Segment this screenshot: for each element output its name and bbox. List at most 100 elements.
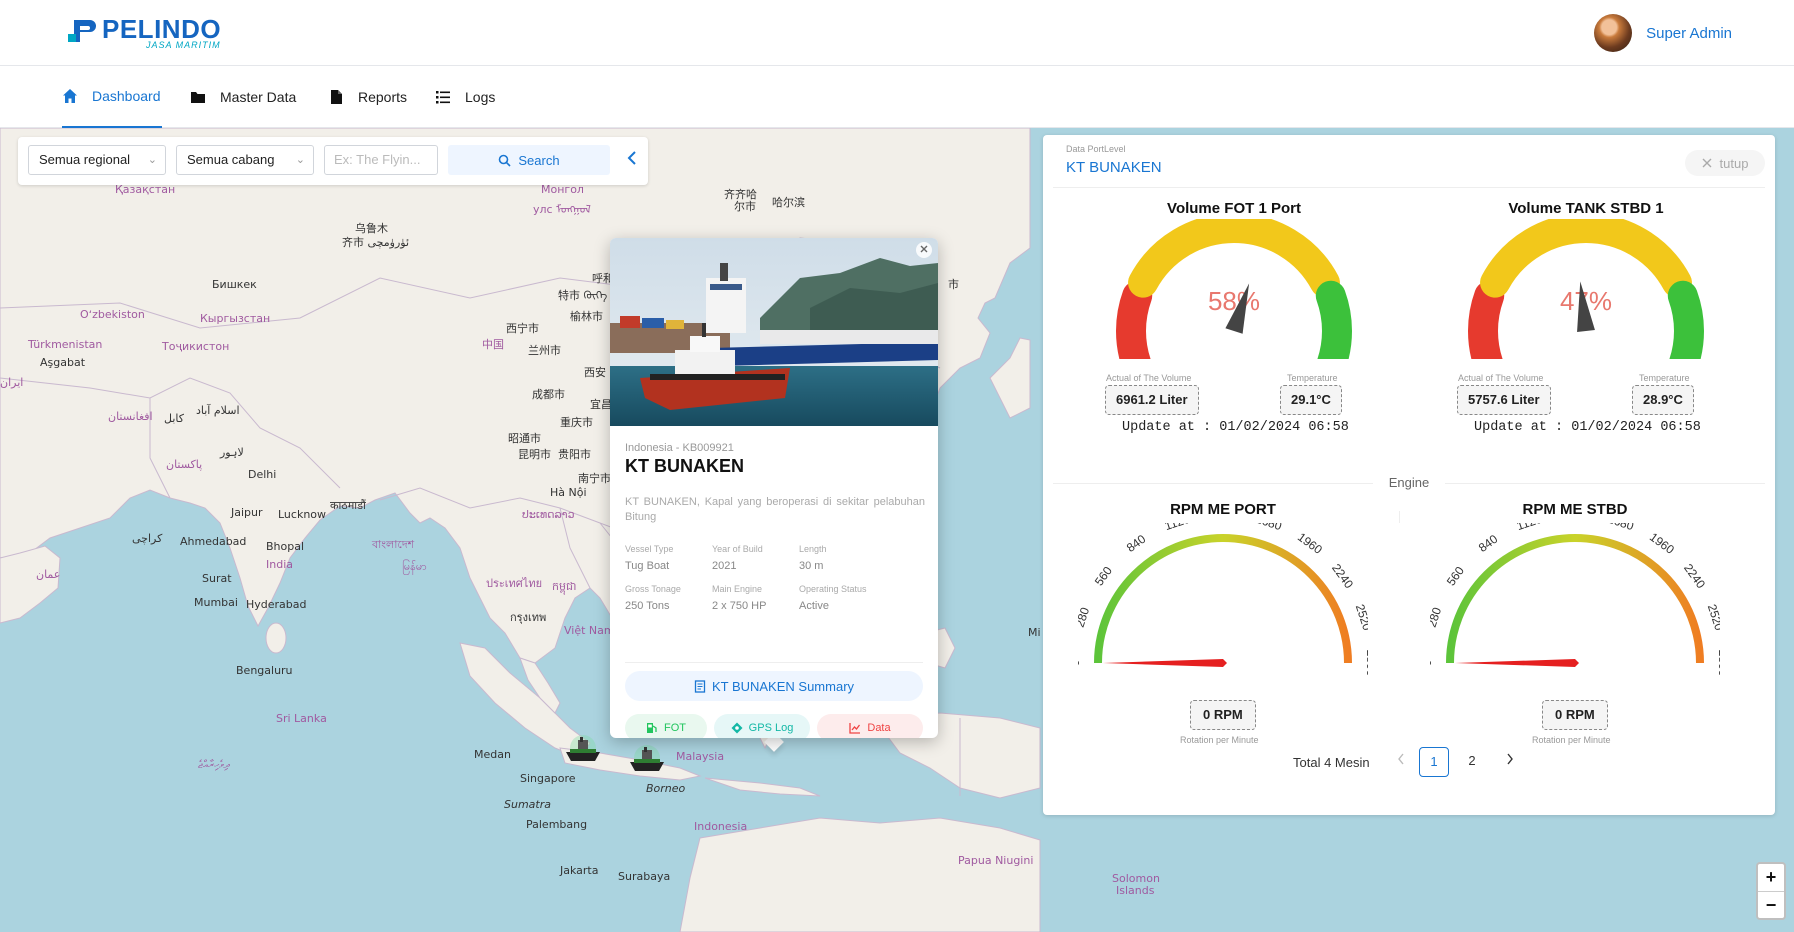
map-label-china: 中国	[482, 338, 504, 351]
engine-total-label: Total 4 Mesin	[1293, 755, 1370, 770]
rpm-tick-label: 1960	[1295, 530, 1325, 557]
gps-icon	[731, 722, 743, 734]
map-label-sumatra: Sumatra	[504, 798, 551, 811]
ship-marker-jakarta[interactable]	[562, 734, 604, 768]
map-label-delhi: Delhi	[248, 468, 277, 481]
spec-key: Main Engine	[712, 584, 763, 594]
regional-select-value: Semua regional	[39, 152, 131, 167]
nav-master-data-label: Master Data	[220, 89, 297, 105]
tank-gauge: 58%	[1116, 219, 1352, 359]
cabang-select[interactable]: Semua cabang ⌄	[176, 145, 314, 175]
temperature-value: 29.1°C	[1280, 385, 1342, 415]
spec-value: 2 x 750 HP	[712, 600, 767, 612]
vessel-summary-button[interactable]: KT BUNAKEN Summary	[625, 671, 923, 701]
close-panel-label: tutup	[1719, 155, 1749, 171]
map-label-urumqi-1: 乌鲁木	[355, 222, 388, 235]
map-label-ashgabat: Aşgabat	[40, 356, 86, 369]
map-label-lucknow: Lucknow	[278, 508, 327, 521]
close-popup-button[interactable]	[916, 242, 932, 258]
map-label-surat: Surat	[202, 572, 232, 585]
volume-value: 6961.2 Liter	[1105, 385, 1199, 415]
map-label-medan: Medan	[474, 748, 511, 761]
engine-section-label: Engine	[1388, 475, 1430, 490]
gps-log-button[interactable]: GPS Log	[714, 714, 810, 738]
nav-reports[interactable]: Reports	[328, 66, 407, 128]
map-label-laos: ປະເທດລາວ	[522, 508, 575, 521]
nav-master-data[interactable]: Master Data	[190, 66, 296, 128]
pelindo-logo-icon	[68, 20, 96, 42]
spec-key: Vessel Type	[625, 544, 674, 554]
close-icon	[1702, 158, 1712, 168]
close-icon	[920, 245, 928, 253]
map-label-mongolia: Монгол	[541, 183, 584, 196]
temperature-value: 28.9°C	[1632, 385, 1694, 415]
nav-logs[interactable]: Logs	[435, 66, 495, 128]
spec-vessel-type: Vessel Type Tug Boat	[625, 544, 673, 572]
data-button[interactable]: Data	[817, 714, 923, 738]
map-label-kyrgyzstan: Кыргызстан	[200, 312, 271, 325]
map-label-hohhot: 呼和	[592, 272, 614, 285]
vessel-popup: Indonesia - KB009921 KT BUNAKEN KT BUNAK…	[610, 238, 938, 738]
map-label-bhopal: Bhopal	[266, 540, 305, 553]
vessel-summary-label: KT BUNAKEN Summary	[711, 678, 855, 694]
spec-main-engine: Main Engine 2 x 750 HP	[712, 584, 766, 612]
user-menu[interactable]: Super Admin	[1594, 14, 1732, 52]
map-label-bangkok: กรุงเทพ	[510, 611, 547, 624]
collapse-filter-button[interactable]	[622, 145, 642, 175]
map-label-zhaotong: 昭通市	[508, 432, 541, 445]
data-button-label: Data	[867, 722, 891, 734]
regional-select[interactable]: Semua regional ⌄	[28, 145, 166, 175]
pelindo-logo[interactable]: PELINDO JASA MARITIM	[68, 12, 228, 54]
rpm-tick-label: 2240	[1329, 561, 1356, 591]
map-label-xian: 西安	[584, 366, 606, 379]
panel-subtitle: Data PortLevel	[1066, 144, 1126, 154]
rpm-tick-label: 280	[1430, 605, 1444, 629]
user-name[interactable]: Super Admin	[1646, 24, 1732, 42]
zoom-out-button[interactable]: −	[1758, 891, 1784, 918]
popup-divider	[625, 662, 923, 663]
page-button-1[interactable]: 1	[1419, 747, 1449, 777]
gauge-segment	[1480, 219, 1692, 298]
avatar[interactable]	[1594, 14, 1633, 52]
map-label-harbin: 哈尔滨	[772, 196, 805, 209]
close-panel-button[interactable]: tutup	[1685, 150, 1765, 176]
chevron-left-icon	[627, 151, 636, 165]
map-label-uzbekistan: Oʻzbekiston	[80, 308, 145, 321]
map-label-yichang: 宜昌	[590, 398, 612, 411]
tank-gauge: 47%	[1468, 219, 1704, 359]
gauge-segment	[1667, 280, 1704, 359]
map-label-chongqing: 重庆市	[560, 416, 593, 429]
vessel-search-input[interactable]: Ex: The Flyin...	[324, 145, 438, 175]
search-icon	[499, 154, 511, 167]
map-label-karachi: کراچی	[132, 532, 163, 545]
nav-reports-label: Reports	[358, 89, 408, 105]
map-label-mongolia-2: улс ᠮᠣᠩᠭᠣᠯ	[533, 203, 591, 216]
map-label-lahore: لاہور	[220, 446, 244, 459]
folder-icon	[191, 92, 205, 103]
volume-label: Actual of The Volume	[1458, 373, 1544, 383]
fot-button[interactable]: FOT	[625, 714, 707, 738]
map-label-solomon-2: Islands	[1116, 884, 1155, 897]
rpm-gauge: 02805608401120140016801960224025202800	[1430, 523, 1720, 677]
map-label-india: India	[266, 558, 293, 571]
brand-name: PELINDO	[102, 14, 222, 44]
rpm-tick-label: 1120	[1163, 523, 1192, 533]
rpm-needle	[1103, 659, 1227, 667]
map-label-indonesia: Indonesia	[694, 820, 748, 833]
map-label-turkmenistan: Türkmenistan	[28, 338, 103, 351]
nav-dashboard[interactable]: Dashboard	[62, 66, 162, 128]
gauge-segment	[1128, 219, 1340, 298]
map-label-lanzhou: 兰州市	[528, 344, 561, 357]
vessel-country-code: Indonesia - KB009921	[625, 442, 734, 454]
search-button[interactable]: Search	[448, 145, 610, 175]
prev-page-button[interactable]	[1386, 747, 1416, 777]
gauge-segment	[1315, 280, 1352, 359]
zoom-in-button[interactable]: +	[1765, 867, 1777, 887]
page-button-2[interactable]: 2	[1468, 753, 1476, 768]
map-label-ahmedabad: Ahmedabad	[180, 535, 247, 548]
map-label-islamabad: اسلام آباد	[196, 404, 240, 417]
gauge-segment	[1468, 280, 1505, 359]
rpm-value: 0 RPM	[1190, 700, 1256, 730]
next-page-button[interactable]	[1495, 747, 1525, 777]
ship-marker-surabaya[interactable]	[626, 744, 668, 778]
